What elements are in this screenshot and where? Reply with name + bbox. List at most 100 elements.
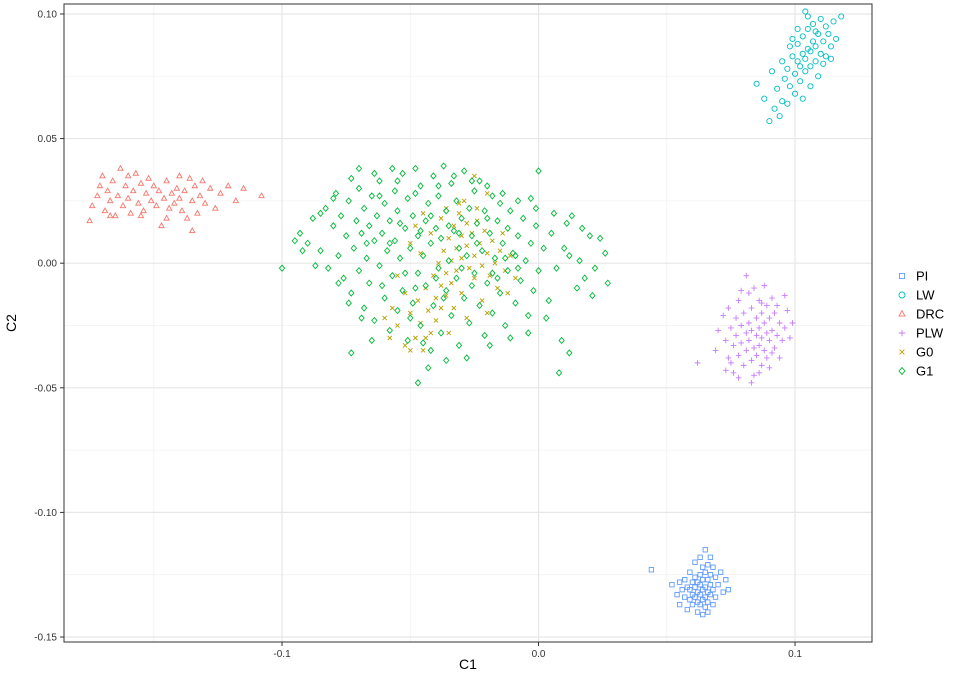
data-point (733, 332, 739, 339)
y-tick-label: 0.05 (38, 134, 58, 145)
data-point (428, 230, 434, 236)
data-point (804, 25, 811, 32)
data-point (176, 172, 183, 179)
data-point (420, 348, 426, 353)
data-point (142, 189, 150, 196)
data-point (412, 189, 419, 198)
data-point (384, 247, 391, 255)
data-point (540, 244, 547, 252)
data-point (479, 298, 485, 303)
data-point (827, 43, 835, 50)
data-point (443, 286, 450, 295)
data-point (505, 290, 511, 296)
plot-background (64, 4, 872, 642)
data-point (340, 274, 347, 282)
data-point (428, 330, 434, 336)
data-point (756, 369, 762, 376)
data-point (776, 113, 783, 120)
legend-key (898, 309, 906, 317)
data-point (766, 337, 773, 344)
data-point (178, 207, 186, 214)
data-point (420, 210, 426, 216)
data-point (781, 75, 788, 82)
data-point (545, 296, 552, 305)
data-point (224, 182, 232, 189)
data-point (404, 194, 411, 203)
data-point (232, 197, 240, 204)
data-point (514, 264, 522, 272)
data-point (568, 212, 576, 220)
data-point (436, 260, 441, 266)
data-point (430, 172, 437, 180)
data-point (183, 214, 191, 221)
data-point (427, 346, 435, 355)
data-point (827, 55, 835, 62)
data-point (368, 192, 376, 200)
data-point (342, 232, 350, 240)
data-point (335, 279, 342, 287)
data-point (705, 562, 711, 568)
data-point (822, 53, 829, 60)
data-point (371, 237, 378, 245)
data-point (484, 279, 491, 287)
data-point (386, 217, 393, 225)
data-point (769, 295, 775, 301)
data-point (743, 347, 750, 354)
data-point (707, 591, 714, 598)
data-point (201, 199, 209, 206)
data-point (389, 271, 396, 280)
legend-key (898, 329, 906, 337)
data-point (363, 254, 370, 262)
data-point (432, 274, 440, 282)
data-point (720, 589, 726, 595)
data-point (748, 327, 755, 334)
data-point (789, 35, 796, 42)
data-point (173, 184, 181, 191)
data-point (443, 356, 450, 365)
data-point (391, 187, 399, 195)
legend-label: PI (916, 269, 928, 284)
data-point (766, 364, 773, 371)
data-point (440, 162, 447, 170)
legend-key (898, 366, 906, 376)
data-point (101, 207, 109, 214)
data-point (111, 212, 119, 219)
data-point (799, 33, 806, 40)
data-point (774, 332, 780, 339)
data-point (784, 307, 791, 314)
data-point (188, 227, 196, 234)
data-point (804, 13, 811, 20)
data-point (407, 240, 413, 246)
data-point (240, 184, 247, 191)
data-point (674, 591, 680, 598)
data-point (468, 281, 476, 290)
data-point (555, 369, 563, 377)
data-point (432, 224, 440, 232)
data-point (694, 360, 701, 366)
data-point (746, 320, 752, 326)
data-point (129, 187, 137, 194)
data-point (435, 192, 442, 200)
data-point (787, 335, 793, 341)
data-point (512, 299, 519, 307)
data-point (451, 305, 457, 311)
data-point (799, 50, 806, 57)
data-point (496, 289, 504, 297)
data-point (784, 100, 791, 107)
data-point (748, 357, 755, 364)
legend-label: G1 (916, 364, 933, 379)
data-point (145, 174, 153, 181)
data-point (838, 13, 845, 20)
data-point (771, 310, 778, 316)
data-point (425, 308, 431, 313)
data-point (395, 273, 400, 279)
legend: PI LW DRC PLW G0 G1 (898, 269, 944, 379)
data-point (791, 90, 799, 97)
data-point (407, 244, 414, 252)
series-lw (753, 8, 845, 125)
data-point (758, 310, 765, 316)
data-point (712, 594, 719, 600)
data-point (581, 274, 588, 282)
data-point (448, 280, 454, 286)
data-point (746, 337, 752, 344)
